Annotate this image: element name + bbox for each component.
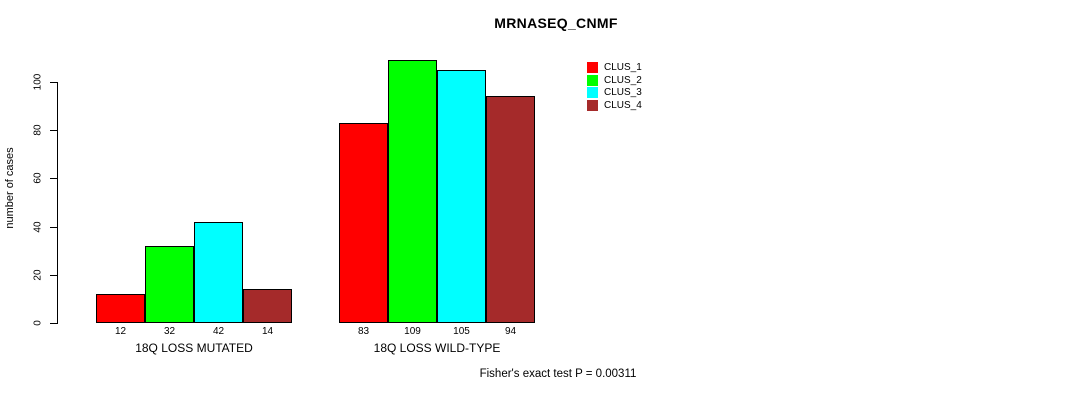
y-tick — [50, 130, 57, 132]
y-tick-label: 20 — [32, 269, 44, 281]
legend-row: CLUS_2 — [587, 74, 642, 86]
y-tick-label: 60 — [32, 172, 44, 184]
bar-value-label: 105 — [453, 326, 470, 337]
legend-label: CLUS_1 — [604, 62, 642, 73]
bar — [486, 96, 535, 323]
y-tick — [50, 178, 57, 180]
group-label: 18Q LOSS WILD-TYPE — [373, 341, 501, 355]
y-tick — [50, 274, 57, 276]
bar-value-label: 32 — [163, 326, 176, 337]
legend-row: CLUS_1 — [587, 62, 642, 73]
legend-swatch — [587, 74, 598, 86]
bar-value-label: 42 — [212, 326, 225, 337]
footnote: Fisher's exact test P = 0.00311 — [479, 368, 637, 380]
bar — [145, 245, 194, 323]
legend-label: CLUS_4 — [604, 100, 642, 112]
bar-value-label: 14 — [261, 326, 274, 337]
legend-label: CLUS_2 — [604, 74, 642, 86]
legend-swatch — [587, 87, 598, 99]
legend-row: CLUS_3 — [587, 87, 642, 99]
bar — [243, 289, 292, 323]
bar — [194, 221, 243, 323]
y-tick-label: 80 — [32, 124, 44, 136]
bar-value-label: 12 — [114, 326, 127, 337]
group-label: 18Q LOSS MUTATED — [135, 341, 253, 355]
bar — [437, 69, 486, 323]
bar-value-label: 94 — [504, 326, 517, 337]
y-tick — [50, 226, 57, 228]
chart-title: MRNASEQ_CNMF — [494, 15, 618, 31]
bar — [339, 122, 388, 323]
bar — [388, 60, 437, 323]
bar — [96, 294, 145, 323]
bar-value-label: 83 — [357, 326, 370, 337]
legend-swatch — [587, 62, 598, 73]
y-tick — [50, 82, 57, 83]
y-tick-label: 40 — [32, 221, 44, 233]
y-tick — [50, 323, 57, 324]
y-axis-line — [57, 82, 58, 324]
legend-row: CLUS_4 — [587, 100, 642, 112]
legend-label: CLUS_3 — [604, 87, 642, 99]
legend-swatch — [587, 100, 598, 112]
y-tick-label: 0 — [32, 320, 44, 326]
bar-value-label: 109 — [404, 326, 421, 337]
y-tick-label: 100 — [32, 73, 44, 91]
